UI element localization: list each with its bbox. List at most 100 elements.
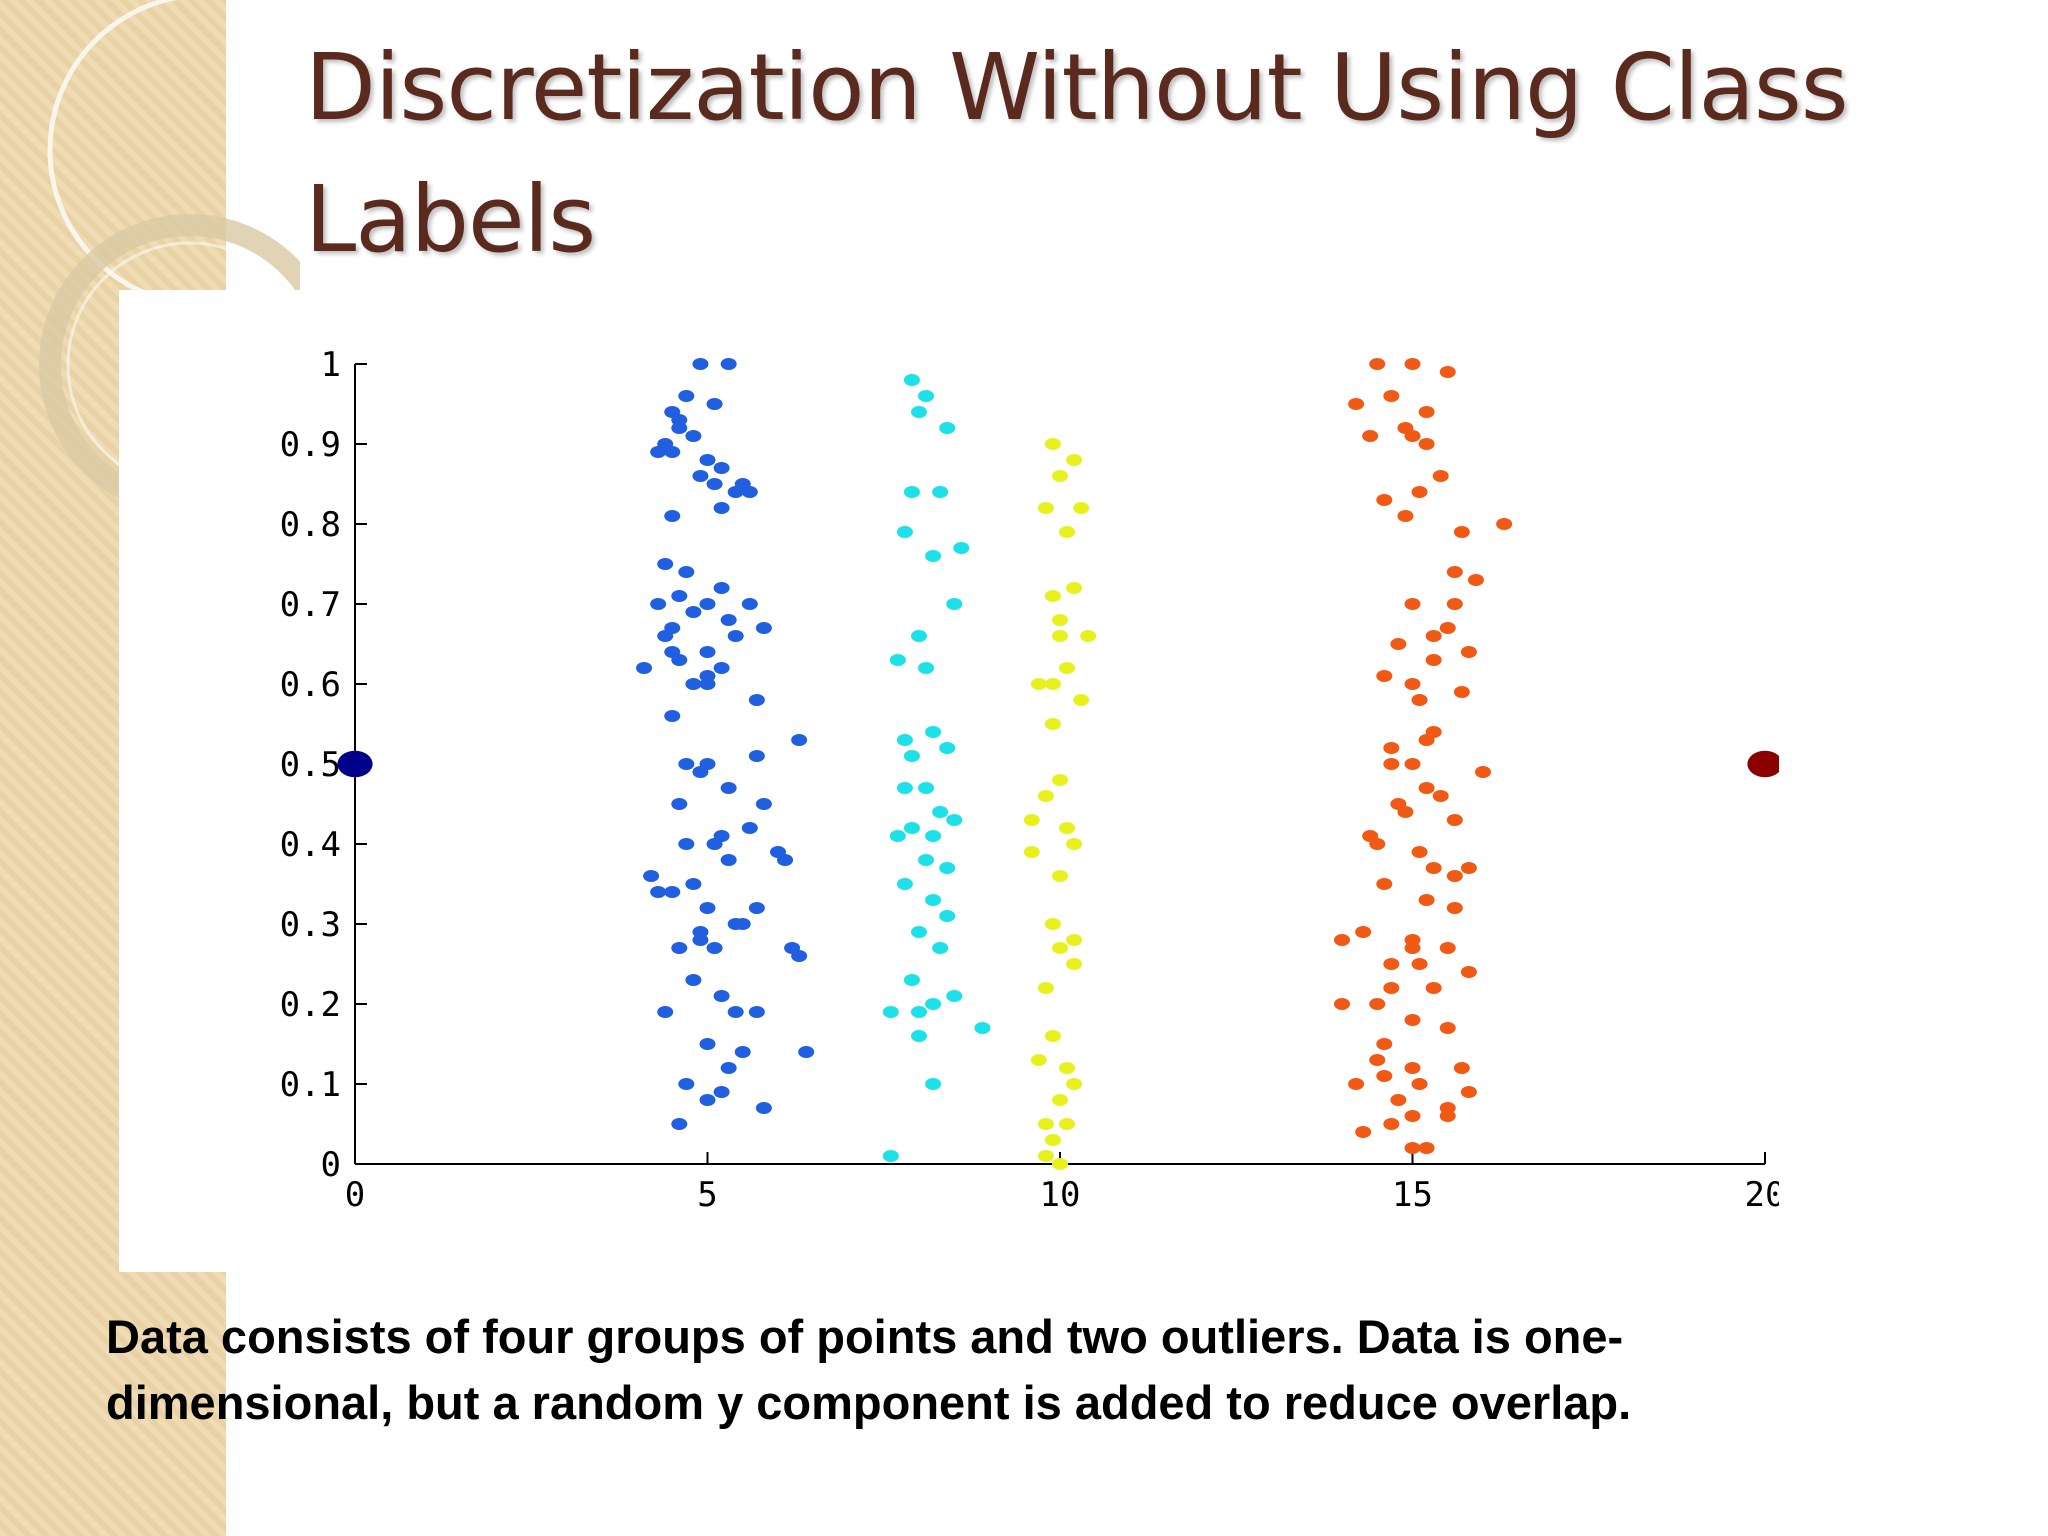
- scatter-point: [1404, 678, 1421, 690]
- scatter-point: [1030, 1054, 1047, 1066]
- scatter-point: [1453, 686, 1470, 698]
- scatter-point: [1362, 430, 1379, 442]
- scatter-point: [1411, 694, 1428, 706]
- scatter-point: [1052, 774, 1068, 786]
- scatter-point: [1052, 630, 1068, 642]
- scatter-point: [1418, 438, 1435, 450]
- scatter-point: [918, 390, 935, 402]
- scatter-point: [1390, 638, 1407, 650]
- scatter-point: [1059, 526, 1076, 538]
- scatter-point: [664, 886, 681, 898]
- slide-title-line1: Discretization Without Using Class: [305, 34, 1849, 141]
- chart-panel: 0 0.1 0.2 0.3 0.4 0.5 0.6 0.7 0.8 0.9 1 0 5 10 15 20: [119, 290, 1779, 1272]
- scatter-point: [727, 918, 744, 930]
- scatter-point: [1404, 1142, 1421, 1154]
- scatter-point: [939, 422, 956, 434]
- scatter-point: [1066, 934, 1083, 946]
- scatter-point: [925, 894, 942, 906]
- scatter-point: [720, 1062, 737, 1074]
- scatter-plot: 00.10.20.30.40.50.60.70.80.910 5 10 15 20: [280, 345, 1779, 1215]
- scatter-point: [650, 886, 667, 898]
- scatter-point: [685, 878, 702, 890]
- scatter-point: [720, 358, 737, 370]
- slide-caption: Data consists of four groups of points a…: [106, 1304, 2006, 1436]
- scatter-point: [1383, 982, 1400, 994]
- series-3: [1334, 358, 1513, 1154]
- scatter-point: [1425, 862, 1442, 874]
- scatter-point: [1383, 958, 1400, 970]
- scatter-point: [889, 654, 906, 666]
- scatter-point: [925, 726, 942, 738]
- scatter-point: [939, 910, 956, 922]
- scatter-point: [925, 830, 942, 842]
- scatter-point: [925, 998, 942, 1010]
- caption-line1: Data consists of four groups of points a…: [106, 1310, 1624, 1363]
- scatter-point: [1037, 1150, 1054, 1162]
- scatter-point: [713, 502, 730, 514]
- scatter-point: [692, 934, 709, 946]
- scatter-point: [1376, 1038, 1393, 1050]
- scatter-point: [1460, 1086, 1477, 1098]
- scatter-point: [755, 798, 772, 810]
- scatter-point: [1404, 358, 1421, 370]
- scatter-point: [896, 878, 913, 890]
- y-tick-label: 1: [321, 345, 341, 385]
- scatter-point: [1059, 1118, 1076, 1130]
- scatter-point: [889, 830, 906, 842]
- scatter-point: [664, 646, 681, 658]
- scatter-point: [671, 1118, 688, 1130]
- scatter-point: [1432, 470, 1449, 482]
- scatter-point: [946, 598, 963, 610]
- scatter-point: [1446, 870, 1463, 882]
- scatter-point: [1439, 1110, 1456, 1122]
- scatter-point: [685, 678, 702, 690]
- scatter-point: [1460, 862, 1477, 874]
- scatter-point: [1439, 942, 1456, 954]
- scatter-point: [678, 390, 695, 402]
- scatter-point: [337, 750, 373, 778]
- scatter-point: [748, 902, 765, 914]
- scatter-point: [1355, 926, 1372, 938]
- scatter-point: [755, 1102, 772, 1114]
- y-tick-label: 0.6: [280, 665, 341, 705]
- scatter-point: [748, 750, 765, 762]
- scatter-point: [896, 734, 913, 746]
- scatter-point: [1383, 758, 1400, 770]
- scatter-point: [671, 422, 688, 434]
- scatter-point: [1404, 1110, 1421, 1122]
- scatter-point: [1446, 598, 1463, 610]
- scatter-point: [1397, 510, 1414, 522]
- scatter-point: [713, 462, 730, 474]
- scatter-point: [1059, 662, 1076, 674]
- y-tick-label: 0.5: [280, 745, 341, 785]
- scatter-point: [1404, 758, 1421, 770]
- scatter-point: [939, 742, 956, 754]
- scatter-point: [953, 542, 970, 554]
- scatter-point: [713, 1086, 730, 1098]
- scatter-point: [1418, 782, 1435, 794]
- scatter-point: [720, 854, 737, 866]
- scatter-point: [741, 822, 758, 834]
- scatter-point: [1439, 1022, 1456, 1034]
- scatter-point: [1073, 502, 1090, 514]
- scatter-point: [1052, 1158, 1068, 1170]
- scatter-point: [1066, 454, 1083, 466]
- scatter-point: [1023, 846, 1040, 858]
- scatter-point: [678, 758, 695, 770]
- scatter-point: [1383, 742, 1400, 754]
- scatter-point: [903, 374, 920, 386]
- scatter-point: [1383, 390, 1400, 402]
- scatter-point: [1390, 1094, 1407, 1106]
- scatter-point: [734, 1046, 751, 1058]
- scatter-point: [1411, 846, 1428, 858]
- scatter-point: [650, 446, 667, 458]
- scatter-point: [896, 526, 913, 538]
- scatter-point: [664, 446, 681, 458]
- scatter-point: [1052, 942, 1068, 954]
- scatter-point: [1066, 958, 1083, 970]
- scatter-point: [748, 694, 765, 706]
- scatter-point: [1404, 1014, 1421, 1026]
- y-tick-label: 0.8: [280, 505, 341, 545]
- scatter-point: [770, 846, 786, 858]
- scatter-point: [671, 942, 688, 954]
